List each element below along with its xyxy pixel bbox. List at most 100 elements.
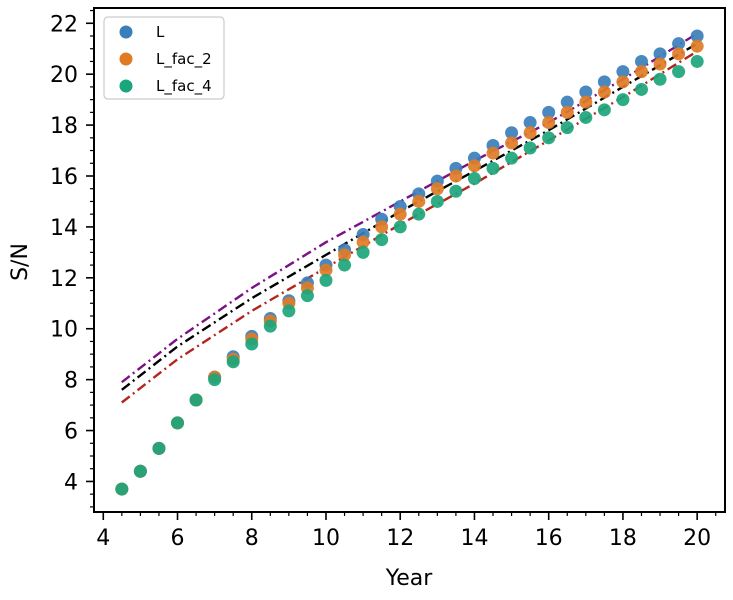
point-l <box>542 105 556 119</box>
point-l-fac-2 <box>653 57 667 71</box>
axes: 4 6 8 10 12 14 16 18 20 4 6 8 10 12 14 16 18 20 22 <box>50 7 726 551</box>
point-l-fac-2 <box>542 116 556 130</box>
point-l-fac-4 <box>690 54 704 68</box>
point-l-fac-4 <box>672 65 686 79</box>
point-l-fac-4 <box>523 141 537 155</box>
point-l-fac-4 <box>505 151 519 165</box>
point-l-fac-4 <box>634 82 648 96</box>
y-axis-label: S/N <box>8 243 33 281</box>
point-l <box>505 126 519 140</box>
line-brown-dash-dot <box>121 50 698 404</box>
point-l-fac-4 <box>653 72 667 86</box>
point-l-fac-2 <box>616 75 630 89</box>
point-l-fac-4 <box>226 355 240 369</box>
x-tick-label: 10 <box>312 526 340 551</box>
point-l-fac-4 <box>412 207 426 221</box>
point-l-fac-4 <box>152 441 166 455</box>
point-l-fac-4 <box>171 416 185 430</box>
point-l-fac-2 <box>467 159 481 173</box>
point-l-fac-2 <box>449 169 463 183</box>
point-l-fac-2 <box>375 220 389 234</box>
point-l-fac-2 <box>597 85 611 99</box>
point-l-fac-4 <box>430 194 444 208</box>
point-l-fac-2 <box>356 235 370 249</box>
point-l-fac-2 <box>412 194 426 208</box>
x-tick-label: 14 <box>460 526 488 551</box>
point-l-fac-2 <box>505 136 519 150</box>
y-tick-label: 20 <box>50 63 78 88</box>
legend-label: L_fac_4 <box>156 77 212 96</box>
y-tick-label: 22 <box>50 12 78 37</box>
point-l-fac-2 <box>672 47 686 61</box>
y-tick-label: 18 <box>50 114 78 139</box>
point-l <box>653 47 667 61</box>
point-l <box>597 75 611 89</box>
point-l-fac-4 <box>338 258 352 272</box>
x-tick-label: 18 <box>609 526 637 551</box>
point-l <box>672 37 686 51</box>
line-purple-dash-dot <box>121 32 698 384</box>
point-l-fac-4 <box>356 245 370 259</box>
point-l <box>690 29 704 43</box>
point-l-fac-4 <box>115 482 129 496</box>
point-l-fac-4 <box>319 273 333 287</box>
x-tick-label: 20 <box>683 526 711 551</box>
point-l <box>579 85 593 99</box>
point-l-fac-2 <box>430 182 444 196</box>
y-tick-label: 10 <box>50 318 78 343</box>
point-l-fac-4 <box>467 172 481 186</box>
point-l-fac-4 <box>393 220 407 234</box>
y-tick-label: 6 <box>64 420 78 445</box>
point-l-fac-4 <box>300 289 314 303</box>
point-l-fac-2 <box>523 126 537 140</box>
point-l <box>523 116 537 130</box>
point-l-fac-2 <box>319 263 333 277</box>
legend-label: L_fac_2 <box>156 50 212 69</box>
y-tick-label: 12 <box>50 267 78 292</box>
point-l-fac-4 <box>245 337 259 351</box>
y-tick-label: 16 <box>50 165 78 190</box>
point-l-fac-4 <box>263 319 277 333</box>
point-l-fac-4 <box>133 464 147 478</box>
point-l-fac-2 <box>338 248 352 262</box>
scatter-points <box>115 29 704 496</box>
y-tick-label: 14 <box>50 216 78 241</box>
point-l <box>616 65 630 79</box>
point-l-fac-2 <box>486 146 500 160</box>
legend: L L_fac_2 L_fac_4 <box>103 16 225 100</box>
x-tick-label: 16 <box>535 526 563 551</box>
point-l-fac-4 <box>560 121 574 135</box>
point-l-fac-4 <box>616 93 630 107</box>
point-l-fac-4 <box>579 110 593 124</box>
point-l-fac-4 <box>486 161 500 175</box>
point-l-fac-4 <box>449 184 463 198</box>
point-l-fac-4 <box>375 233 389 247</box>
line-black-dash-dot <box>121 42 698 391</box>
point-l-fac-4 <box>208 373 222 387</box>
y-tick-label: 8 <box>64 369 78 394</box>
x-tick-label: 8 <box>245 526 259 551</box>
legend-box <box>103 16 225 100</box>
x-tick-label: 12 <box>386 526 414 551</box>
point-l <box>560 95 574 109</box>
point-l-fac-4 <box>282 304 296 318</box>
reference-lines <box>121 32 698 404</box>
point-l-fac-4 <box>597 103 611 117</box>
point-l-fac-4 <box>542 131 556 145</box>
x-tick-label: 4 <box>96 526 110 551</box>
y-tick-label: 4 <box>64 470 78 495</box>
x-axis-label: Year <box>385 566 434 591</box>
point-l <box>634 54 648 68</box>
point-l-fac-2 <box>690 39 704 53</box>
point-l-fac-2 <box>634 65 648 79</box>
legend-label: L <box>156 23 165 41</box>
legend-marker <box>119 79 133 93</box>
plot-frame <box>93 7 726 513</box>
point-l-fac-2 <box>579 95 593 109</box>
point-l-fac-2 <box>560 105 574 119</box>
point-l-fac-4 <box>189 393 203 407</box>
x-tick-label: 6 <box>171 526 185 551</box>
legend-marker <box>119 25 133 39</box>
point-l-fac-2 <box>393 207 407 221</box>
